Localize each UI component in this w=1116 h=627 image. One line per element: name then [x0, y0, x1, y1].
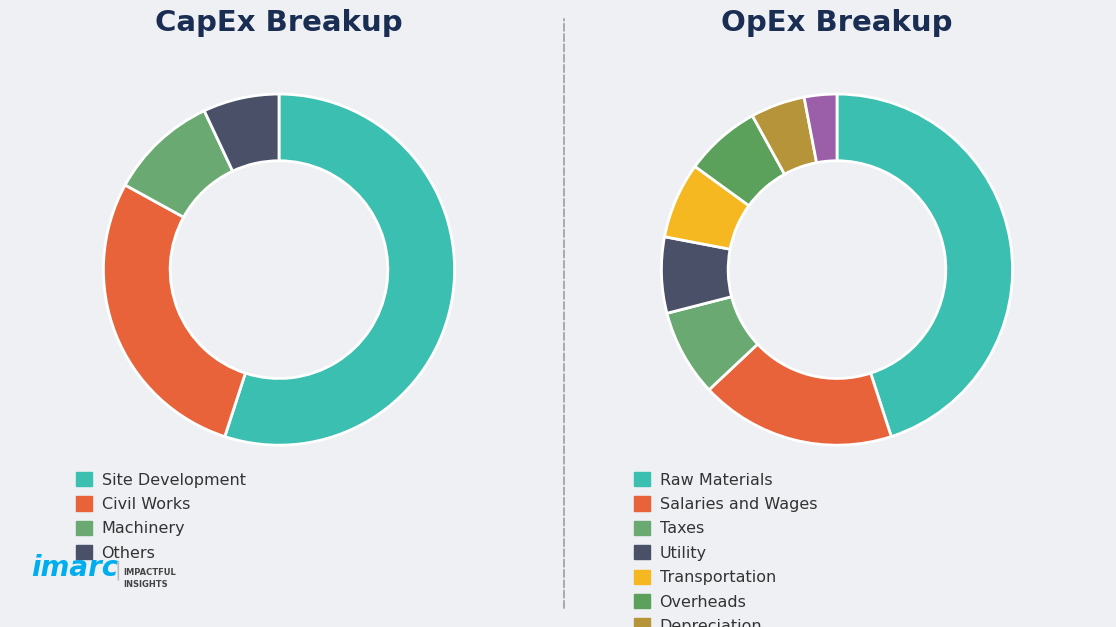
Wedge shape — [837, 94, 1012, 436]
Wedge shape — [104, 185, 246, 436]
Title: CapEx Breakup: CapEx Breakup — [155, 9, 403, 37]
Wedge shape — [125, 111, 232, 217]
Wedge shape — [662, 237, 732, 314]
Wedge shape — [752, 97, 817, 174]
Wedge shape — [805, 94, 837, 162]
Wedge shape — [695, 116, 785, 206]
Text: INSIGHTS: INSIGHTS — [123, 581, 167, 589]
Text: imarc: imarc — [31, 554, 118, 582]
Title: OpEx Breakup: OpEx Breakup — [721, 9, 953, 37]
Legend: Site Development, Civil Works, Machinery, Others: Site Development, Civil Works, Machinery… — [76, 472, 246, 561]
Legend: Raw Materials, Salaries and Wages, Taxes, Utility, Transportation, Overheads, De: Raw Materials, Salaries and Wages, Taxes… — [634, 472, 817, 627]
Text: IMPACTFUL: IMPACTFUL — [123, 568, 175, 577]
Wedge shape — [667, 297, 758, 390]
Wedge shape — [204, 94, 279, 171]
Wedge shape — [709, 344, 892, 445]
Wedge shape — [224, 94, 454, 445]
Text: |: | — [115, 561, 122, 580]
Wedge shape — [664, 166, 749, 249]
